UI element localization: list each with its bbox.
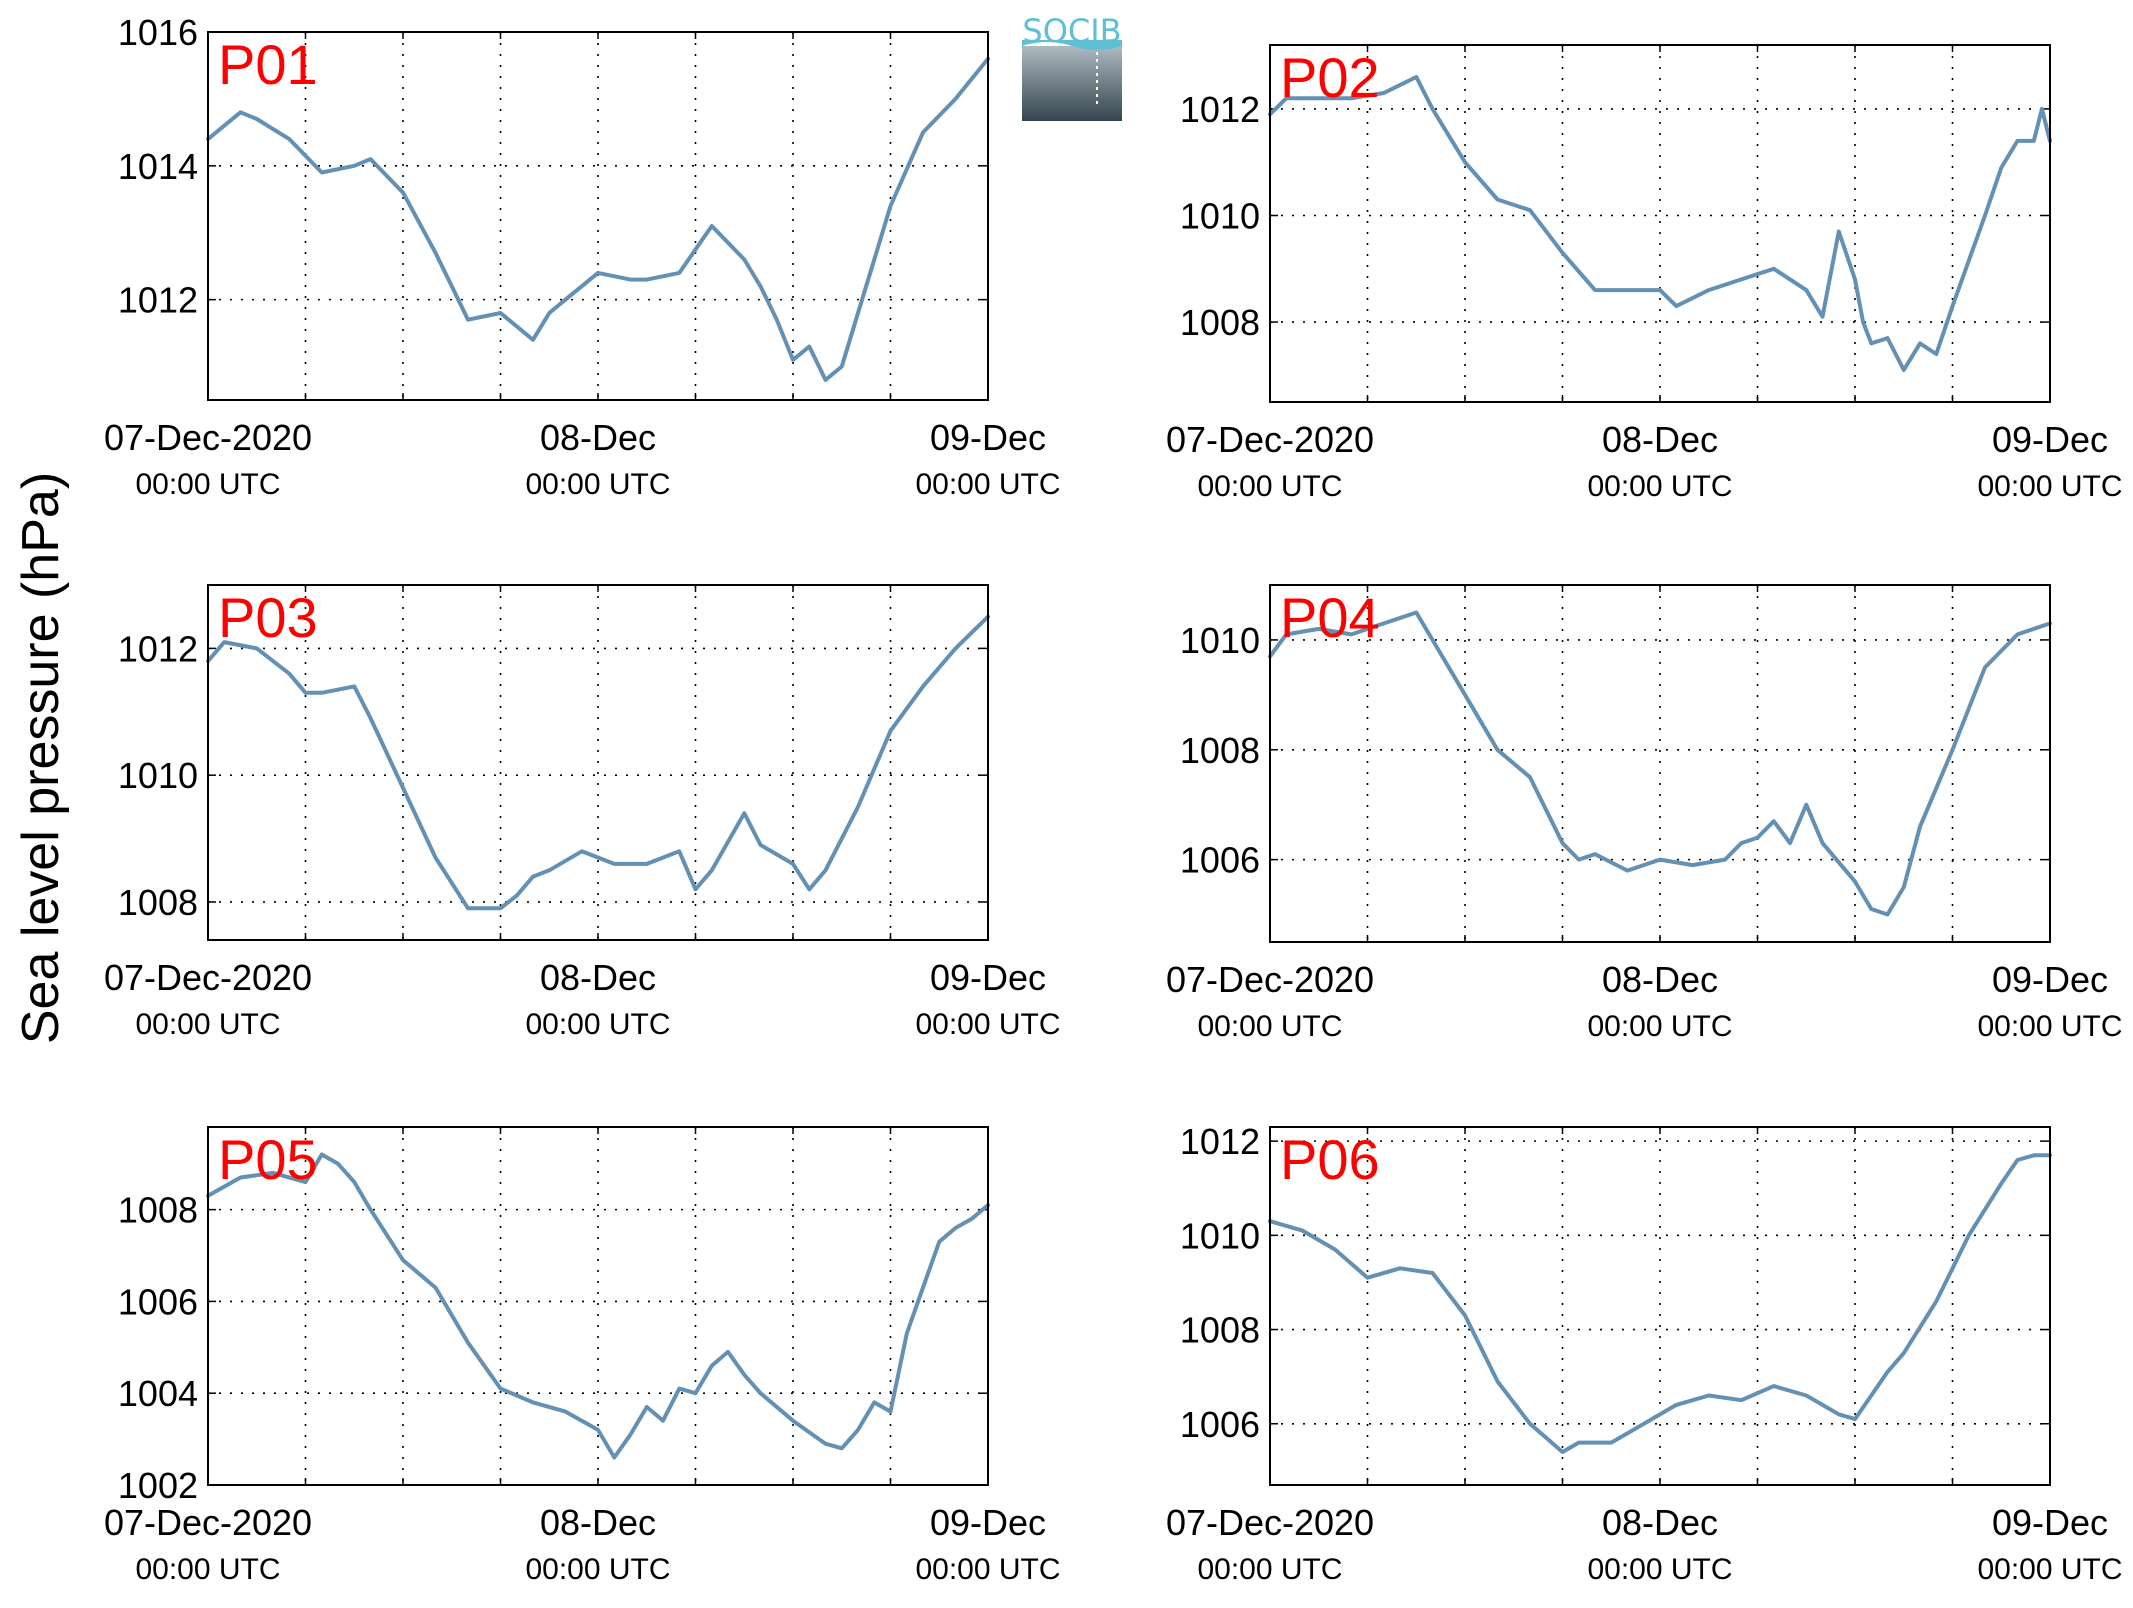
panel-label: P02: [1280, 46, 1380, 109]
y-tick-label: 1002: [118, 1465, 198, 1506]
x-tick-label-time: 00:00 UTC: [1587, 1010, 1732, 1043]
logo-text: SOCIB: [1022, 12, 1121, 50]
chart-panel-p06: 1006 1008 1010 1012 07-Dec-2020 00:00 UTC 08-D…: [1166, 1121, 2123, 1586]
panel-label: P05: [218, 1128, 318, 1191]
x-tick-label-time: 00:00 UTC: [135, 1553, 280, 1586]
axes-frame: [207, 31, 989, 401]
y-tick-label: 1006: [118, 1281, 198, 1322]
x-tick-label-date: 08-Dec: [540, 1502, 656, 1543]
y-tick-label: 1012: [118, 280, 198, 321]
x-tick-label-date: 08-Dec: [1602, 419, 1718, 460]
x-tick-label-time: 00:00 UTC: [1197, 470, 1342, 503]
x-tick-label-date: 09-Dec: [1992, 959, 2108, 1000]
x-tick-label-date: 07-Dec-2020: [1166, 1502, 1374, 1543]
x-tick-label-time: 00:00 UTC: [1587, 1553, 1732, 1586]
y-tick-label: 1006: [1180, 1404, 1260, 1445]
x-tick-label-date: 08-Dec: [540, 417, 656, 458]
x-tick-label-time: 00:00 UTC: [915, 1553, 1060, 1586]
y-tick-label: 1008: [1180, 1310, 1260, 1351]
axes-frame: [1269, 584, 2051, 943]
y-tick-label: 1012: [118, 628, 198, 669]
x-tick-label-time: 00:00 UTC: [1977, 1010, 2122, 1043]
x-tick-label-time: 00:00 UTC: [135, 468, 280, 501]
chart-panel-p01: 1012 1014 1016 07-Dec-2020 00:00 UTC 08-Dec 00…: [104, 12, 1061, 501]
series-line: [206, 56, 990, 382]
axes-frame: [207, 1126, 989, 1486]
x-tick-label-time: 00:00 UTC: [1197, 1010, 1342, 1043]
chart-panel-p04: 1006 1008 1010 07-Dec-2020 00:00 UTC 08-Dec 00…: [1166, 584, 2123, 1043]
x-tick-label-date: 07-Dec-2020: [104, 1502, 312, 1543]
x-tick-label-date: 09-Dec: [930, 417, 1046, 458]
x-tick-label-date: 09-Dec: [1992, 1502, 2108, 1543]
x-tick-label-date: 09-Dec: [930, 1502, 1046, 1543]
axes-frame: [1269, 44, 2051, 403]
y-tick-label: 1008: [118, 882, 198, 923]
x-tick-label-date: 07-Dec-2020: [1166, 959, 1374, 1000]
x-tick-label-date: 07-Dec-2020: [1166, 419, 1374, 460]
y-tick-label: 1012: [1180, 89, 1260, 130]
series-line: [206, 1152, 990, 1460]
y-tick-label: 1016: [118, 12, 198, 53]
panel-label: P04: [1280, 586, 1380, 649]
series-line: [1268, 1153, 2052, 1454]
y-tick-label: 1014: [118, 146, 198, 187]
x-tick-label-date: 09-Dec: [1992, 419, 2108, 460]
x-tick-label-date: 07-Dec-2020: [104, 957, 312, 998]
y-tick-label: 1008: [1180, 730, 1260, 771]
x-tick-label-time: 00:00 UTC: [135, 1008, 280, 1041]
series-line: [1268, 610, 2052, 917]
x-tick-label-time: 00:00 UTC: [525, 1553, 670, 1586]
axes-frame: [1269, 1126, 2051, 1486]
x-tick-label-time: 00:00 UTC: [525, 1008, 670, 1041]
y-tick-label: 1006: [1180, 840, 1260, 881]
x-tick-label-date: 07-Dec-2020: [104, 417, 312, 458]
x-tick-label-time: 00:00 UTC: [525, 468, 670, 501]
y-tick-label: 1010: [1180, 620, 1260, 661]
y-tick-label: 1010: [1180, 196, 1260, 237]
y-tick-label: 1010: [1180, 1215, 1260, 1256]
chart-panel-p03: 1008 1010 1012 07-Dec-2020 00:00 UTC 08-Dec 00…: [104, 584, 1061, 1041]
y-tick-label: 1012: [1180, 1121, 1260, 1162]
x-tick-label-time: 00:00 UTC: [1977, 470, 2122, 503]
series-line: [206, 614, 990, 911]
y-tick-label: 1010: [118, 755, 198, 796]
x-tick-label-time: 00:00 UTC: [1587, 470, 1732, 503]
panel-label: P06: [1280, 1128, 1380, 1191]
x-tick-label-date: 08-Dec: [1602, 1502, 1718, 1543]
socib-logo: SOCIB: [1022, 12, 1122, 121]
series-line: [1268, 75, 2052, 372]
x-tick-label-time: 00:00 UTC: [915, 468, 1060, 501]
x-tick-label-date: 09-Dec: [930, 957, 1046, 998]
x-tick-label-time: 00:00 UTC: [915, 1008, 1060, 1041]
y-tick-label: 1008: [1180, 302, 1260, 343]
x-tick-label-date: 08-Dec: [1602, 959, 1718, 1000]
x-tick-label-time: 00:00 UTC: [1197, 1553, 1342, 1586]
y-axis-title: Sea level pressure (hPa): [12, 472, 70, 1044]
axes-frame: [207, 584, 989, 941]
y-tick-label: 1004: [118, 1373, 198, 1414]
x-tick-label-date: 08-Dec: [540, 957, 656, 998]
panel-label: P03: [218, 586, 318, 649]
chart-panel-p02: 1008 1010 1012 07-Dec-2020 00:00 UTC 08-Dec 00…: [1166, 44, 2123, 503]
x-tick-label-time: 00:00 UTC: [1977, 1553, 2122, 1586]
panel-label: P01: [218, 33, 318, 96]
y-tick-label: 1008: [118, 1190, 198, 1231]
chart-panel-p05: 1002 1004 1006 1008 07-Dec-2020 00:00 UTC 08-D…: [104, 1126, 1061, 1586]
